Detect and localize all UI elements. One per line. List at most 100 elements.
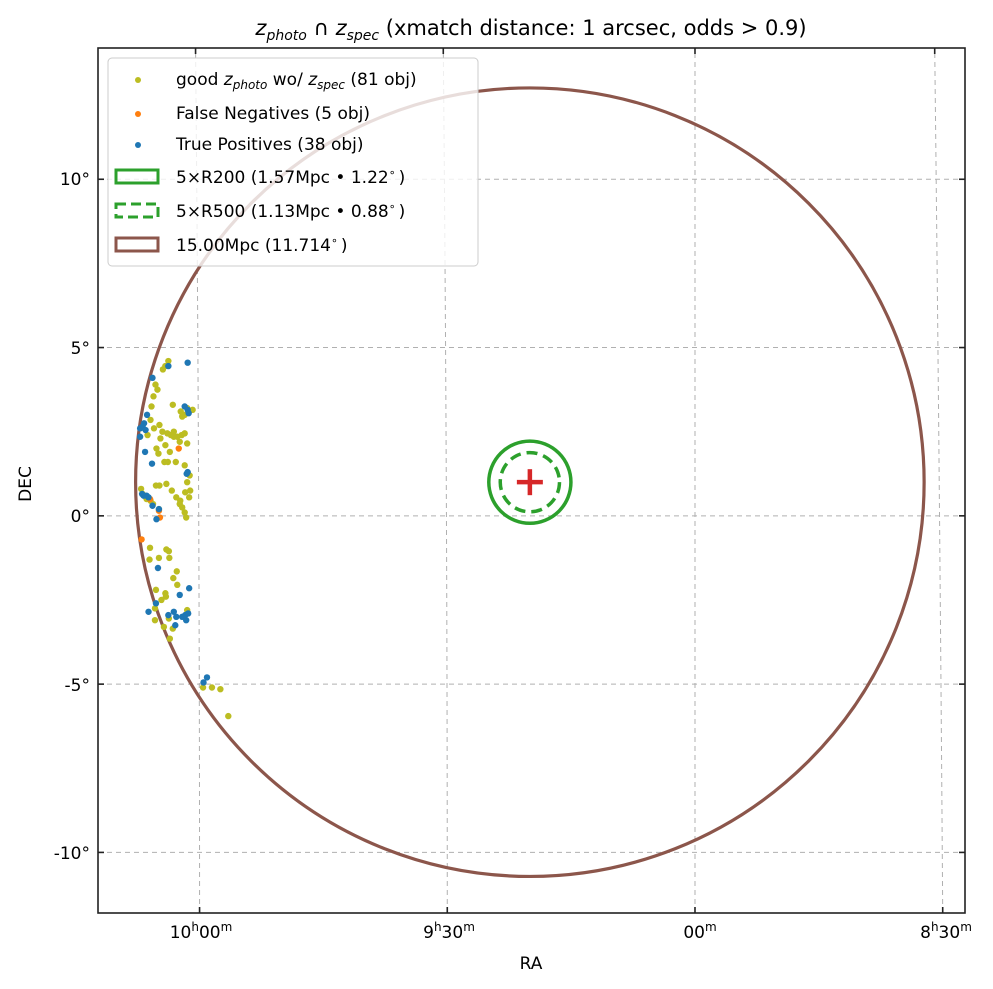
circle-r200	[487, 439, 573, 525]
x-tick-label: 10h00m	[170, 920, 233, 943]
point-good-zphoto-wo-zspec	[172, 458, 179, 466]
point-good-zphoto-wo-zspec	[168, 487, 176, 494]
y-axis-label: DEC	[16, 466, 36, 502]
y-tick-label: -10°	[54, 844, 90, 864]
legend-label-r200: 5×R200 (1.57Mpc • 1.22∘)	[176, 166, 405, 188]
point-good-zphoto-wo-zspec	[177, 497, 184, 504]
point-true-positives	[172, 622, 179, 629]
axis-ticks	[98, 48, 965, 913]
point-good-zphoto-wo-zspec	[225, 712, 232, 720]
point-true-positives	[165, 611, 172, 619]
point-good-zphoto-wo-zspec	[137, 485, 145, 493]
point-good-zphoto-wo-zspec	[159, 366, 167, 373]
legend-marker-good-zphoto	[135, 77, 141, 83]
point-good-zphoto-wo-zspec	[162, 441, 169, 449]
point-true-positives	[149, 374, 156, 382]
point-true-positives	[142, 426, 149, 434]
point-true-positives	[185, 409, 192, 417]
point-true-positives	[200, 679, 207, 686]
point-false-negatives	[138, 536, 145, 543]
point-good-zphoto-wo-zspec	[157, 435, 164, 442]
y-tick-label: -5°	[65, 676, 90, 696]
point-true-positives	[182, 616, 190, 624]
point-true-positives	[184, 610, 192, 617]
point-good-zphoto-wo-zspec	[156, 482, 163, 489]
point-good-zphoto-wo-zspec	[199, 684, 207, 691]
point-good-zphoto-wo-zspec	[160, 623, 168, 631]
point-good-zphoto-wo-zspec	[158, 596, 165, 604]
y-tick-label: 5°	[71, 339, 90, 359]
point-true-positives	[149, 502, 156, 509]
point-good-zphoto-wo-zspec	[155, 450, 162, 457]
point-good-zphoto-wo-zspec	[165, 357, 172, 365]
point-good-zphoto-wo-zspec	[152, 381, 159, 388]
point-true-positives	[170, 608, 178, 615]
point-true-positives	[145, 608, 152, 615]
chart-title: zphoto ∩ zspec (xmatch distance: 1 arcse…	[254, 16, 806, 44]
title-rest: (xmatch distance: 1 arcsec, odds > 0.9)	[379, 16, 807, 40]
point-good-zphoto-wo-zspec	[179, 504, 186, 511]
point-true-positives	[148, 460, 156, 467]
point-good-zphoto-wo-zspec	[151, 605, 159, 612]
point-good-zphoto-wo-zspec	[169, 401, 177, 408]
point-true-positives	[154, 564, 162, 572]
legend-marker-false-negatives	[135, 111, 141, 117]
point-good-zphoto-wo-zspec	[144, 431, 151, 439]
point-true-positives	[143, 411, 151, 419]
point-good-zphoto-wo-zspec	[170, 428, 178, 435]
point-good-zphoto-wo-zspec	[173, 568, 180, 575]
point-good-zphoto-wo-zspec	[153, 445, 160, 452]
point-good-zphoto-wo-zspec	[183, 440, 191, 447]
point-good-zphoto-wo-zspec	[165, 547, 173, 555]
point-true-positives	[173, 613, 180, 621]
aperture-circles	[134, 86, 926, 879]
point-good-zphoto-wo-zspec	[148, 403, 155, 410]
point-good-zphoto-wo-zspec	[147, 416, 154, 424]
circle-r500	[498, 450, 562, 514]
ra-gridline	[934, 48, 944, 913]
x-tick-label: 00m	[683, 920, 716, 943]
legend-swatch-15mpc	[114, 236, 160, 253]
point-good-zphoto-wo-zspec	[181, 430, 188, 437]
point-good-zphoto-wo-zspec	[150, 425, 158, 432]
legend-label-r500: 5×R500 (1.13Mpc • 0.88∘)	[176, 200, 405, 222]
point-good-zphoto-wo-zspec	[150, 393, 157, 400]
legend-marker-true-positives	[135, 142, 141, 148]
x-tick-label: 9h30m	[423, 920, 475, 943]
cluster-center-marker	[516, 469, 543, 496]
point-good-zphoto-wo-zspec	[166, 448, 174, 456]
point-true-positives	[153, 516, 160, 523]
legend-label-15mpc: 15.00Mpc (11.714∘)	[176, 234, 348, 256]
title-intersection: ∩	[307, 16, 336, 40]
x-axis-label: RA	[520, 954, 543, 974]
point-good-zphoto-wo-zspec	[166, 635, 174, 642]
legend-swatch-r200	[114, 168, 160, 185]
plot-frame	[97, 47, 966, 914]
title-z-spec: z	[335, 16, 348, 40]
point-true-positives	[141, 448, 149, 456]
point-good-zphoto-wo-zspec	[181, 489, 189, 496]
point-good-zphoto-wo-zspec	[166, 554, 173, 562]
point-good-zphoto-wo-zspec	[156, 421, 163, 429]
point-true-positives	[184, 359, 191, 366]
point-good-zphoto-wo-zspec	[176, 438, 183, 445]
point-true-positives	[138, 490, 146, 498]
x-tick-label: 8h30m	[920, 920, 972, 943]
title-z-photo: z	[254, 16, 267, 40]
x-tick-labels: 10h00m 9h30m 00m 8h30m	[170, 920, 972, 943]
point-good-zphoto-wo-zspec	[182, 514, 190, 521]
y-tick-labels: 10° 5° 0° -5° -10°	[54, 170, 90, 864]
point-good-zphoto-wo-zspec	[154, 386, 161, 393]
legend-label-false-negatives: False Negatives (5 obj)	[176, 104, 370, 124]
point-good-zphoto-wo-zspec	[174, 581, 181, 589]
legend-swatch-r500	[114, 202, 160, 219]
point-true-positives	[185, 585, 193, 592]
point-good-zphoto-wo-zspec	[152, 586, 160, 594]
point-true-positives	[152, 600, 160, 607]
point-good-zphoto-wo-zspec	[159, 428, 166, 435]
point-good-zphoto-wo-zspec	[208, 684, 216, 691]
legend-box	[107, 57, 479, 267]
title-photo-subscript: photo	[265, 28, 306, 44]
title-spec-subscript: spec	[347, 28, 380, 44]
